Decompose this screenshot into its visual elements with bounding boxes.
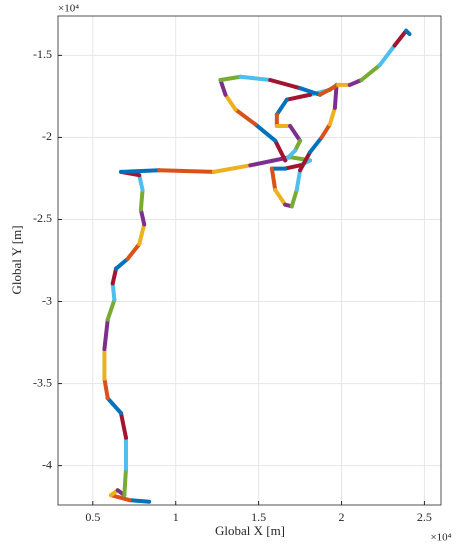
y-tick-label: -2.5 — [33, 211, 52, 225]
trajectory-segment — [233, 107, 258, 127]
trajectory-segment — [125, 242, 142, 261]
trajectory-segment — [157, 168, 216, 174]
y-tick-label: -4 — [42, 457, 52, 471]
trajectory-segment — [119, 168, 162, 174]
x-tick-label: 2 — [339, 510, 345, 524]
trajectory-segment — [288, 123, 303, 143]
trajectory-segment — [377, 43, 397, 68]
trajectory-segment — [294, 168, 303, 192]
trajectory-segment — [223, 92, 238, 112]
trajectory-segment — [253, 122, 278, 143]
trajectory-segment — [122, 466, 128, 498]
trajectory-segment — [283, 148, 298, 163]
trajectory-segment — [109, 493, 132, 503]
trajectory-segment — [114, 256, 130, 271]
x-tick-label: 2.5 — [417, 510, 432, 524]
trajectory-segment — [347, 77, 364, 87]
trajectory-segment — [327, 105, 337, 127]
trajectory-segment — [138, 187, 145, 212]
trajectory-segment — [102, 376, 110, 401]
axes-box — [57, 15, 442, 506]
trajectory-segment — [273, 187, 288, 207]
trajectory-segment — [137, 173, 145, 192]
trajectory-segment — [218, 77, 228, 97]
x-tick-label: 1 — [173, 510, 179, 524]
trajectory-segment — [119, 411, 128, 440]
trajectory-segment — [238, 74, 273, 82]
trajectory-segment — [308, 135, 324, 155]
x-axis-label: Global X [m] — [215, 523, 285, 538]
trajectory-segment — [268, 77, 303, 91]
trajectory-segment — [269, 166, 278, 192]
trajectory-segment — [359, 63, 382, 82]
y-tick-label: -2 — [42, 129, 52, 143]
trajectory-segment — [274, 97, 289, 117]
trajectory-segment — [284, 92, 313, 102]
trajectory-segment — [289, 187, 299, 209]
trajectory-segment — [102, 317, 110, 352]
trajectory-segment — [110, 281, 117, 302]
trajectory-segment — [298, 150, 313, 173]
trajectory-segment — [404, 28, 412, 37]
trajectory-segment — [211, 163, 253, 174]
y-axis-label: Global Y [m] — [9, 225, 24, 294]
trajectory-segment — [105, 396, 124, 416]
trajectory-segment — [317, 82, 341, 97]
trajectory-segment — [218, 74, 243, 82]
x-tick-label: 0.5 — [85, 510, 100, 524]
trajectory-segment — [298, 86, 322, 97]
trajectory-segment — [283, 163, 303, 171]
trajectory-segment — [110, 266, 119, 286]
x-exponent: ×10⁴ — [430, 532, 451, 544]
trajectory-segment — [127, 498, 152, 504]
y-exponent: ×10⁴ — [58, 3, 79, 15]
trajectory-segment — [105, 297, 117, 322]
trajectory-segment — [138, 207, 147, 227]
trajectory-segment — [319, 122, 332, 140]
trajectory-segment — [137, 222, 147, 247]
trajectory-segment — [332, 82, 339, 110]
trajectory-segment — [392, 28, 409, 48]
x-tick-label: 1.5 — [251, 510, 266, 524]
y-tick-label: -3 — [42, 293, 52, 307]
y-tick-label: -3.5 — [33, 375, 52, 389]
trajectory-segment — [273, 138, 288, 163]
y-tick-label: -1.5 — [33, 47, 52, 61]
